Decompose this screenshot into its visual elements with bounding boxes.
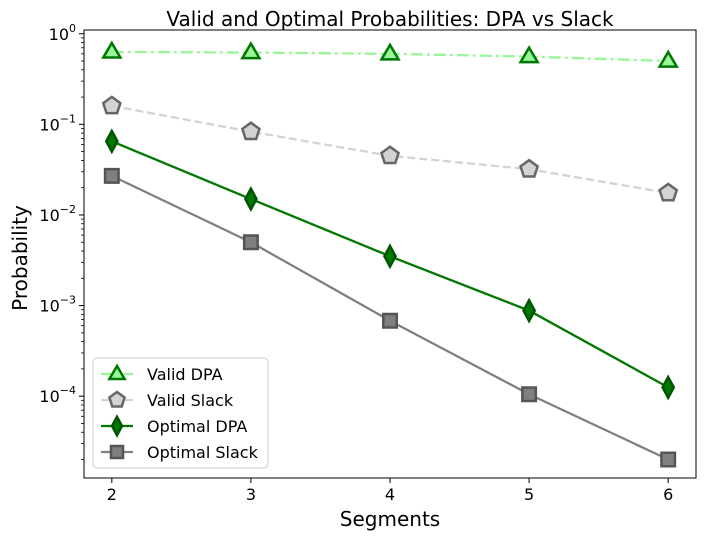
- data-point: [521, 386, 538, 403]
- series-valid-slack: [101, 95, 679, 202]
- data-point: [382, 312, 398, 329]
- data-point: [379, 145, 401, 165]
- data-point: [104, 128, 119, 155]
- x-tick-label: 5: [524, 485, 534, 504]
- data-point: [379, 42, 401, 61]
- legend-marker: [110, 414, 124, 438]
- legend-label: Optimal Slack: [147, 443, 259, 462]
- legend-marker: [109, 444, 125, 460]
- y-tick-label: 10−1: [39, 112, 76, 134]
- data-point: [103, 167, 120, 184]
- y-tick-label: 10−4: [39, 384, 76, 406]
- y-tick-label: 10−2: [39, 203, 76, 225]
- x-tick-label: 2: [107, 485, 117, 504]
- legend-label: Valid Slack: [147, 391, 234, 410]
- data-point: [101, 95, 122, 115]
- data-point: [660, 451, 677, 468]
- legend-marker: [107, 390, 127, 408]
- data-point: [661, 374, 676, 401]
- x-axis-label: Segments: [340, 507, 440, 531]
- plot-area: 2 3 4 5 6 100 10−1 10−2 10−3 10−4: [39, 22, 697, 504]
- legend-label: Optimal DPA: [147, 417, 247, 436]
- data-point: [657, 49, 679, 68]
- data-point: [240, 41, 262, 60]
- data-point: [243, 186, 258, 212]
- chart-title: Valid and Optimal Probabilities: DPA vs …: [166, 7, 614, 31]
- legend-box: [92, 357, 269, 469]
- x-tick-label: 3: [246, 485, 256, 504]
- series-valid-dpa: [101, 40, 679, 68]
- legend-label: Valid DPA: [147, 365, 223, 384]
- data-point: [101, 40, 123, 59]
- data-point: [658, 182, 679, 202]
- y-axis-label: Probability: [8, 205, 32, 311]
- legend-marker: [107, 363, 127, 381]
- data-point: [519, 158, 540, 178]
- data-point: [240, 121, 261, 141]
- series-optimal-slack: [103, 167, 677, 468]
- x-tick-label: 6: [663, 485, 673, 504]
- data-point: [518, 45, 540, 64]
- y-tick-label: 100: [49, 22, 76, 44]
- series-optimal-dpa: [104, 128, 676, 401]
- x-tick-label: 4: [385, 485, 395, 504]
- data-point: [242, 234, 259, 251]
- legend: Valid DPA Valid Slack Optimal DPA Optimal S…: [92, 357, 269, 469]
- data-point: [522, 297, 537, 324]
- y-tick-label: 10−3: [39, 294, 76, 316]
- data-point: [382, 243, 398, 270]
